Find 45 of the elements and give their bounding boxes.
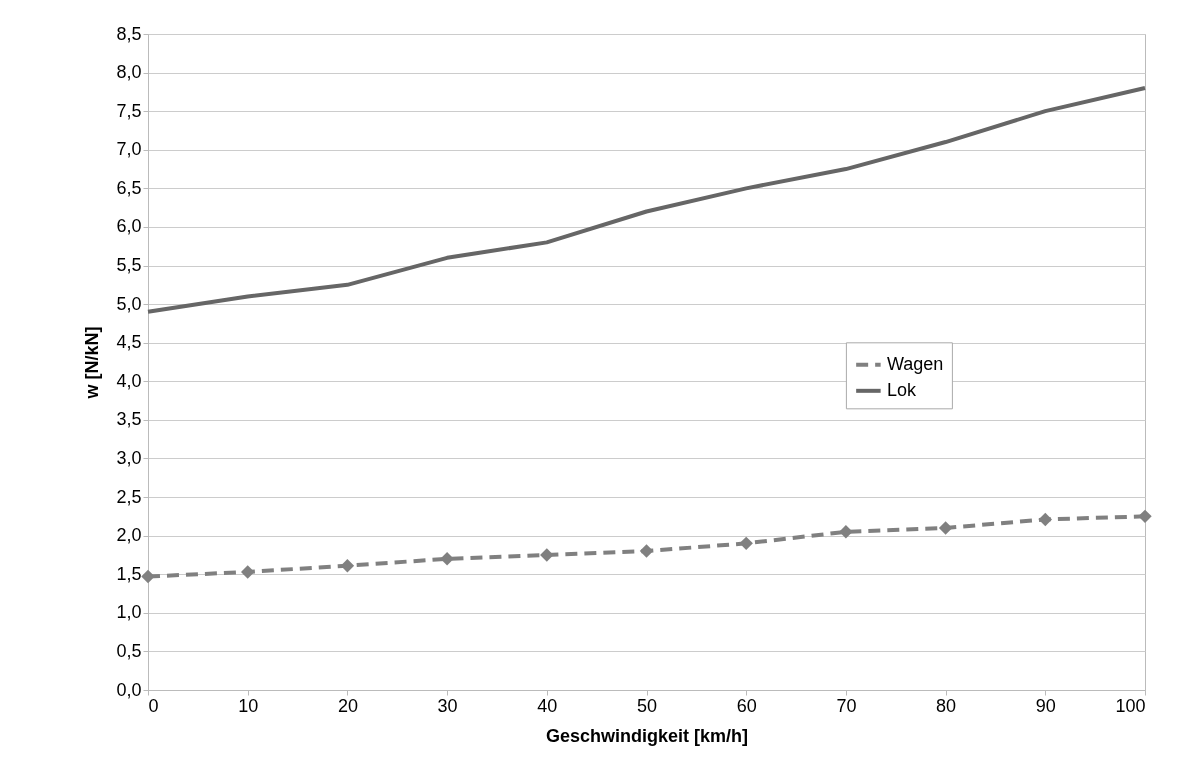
point [938,521,953,535]
y-tick-label: 2,5 [116,486,142,507]
legend-label: Lok [886,379,917,400]
y-tick-label: 4,0 [116,370,142,391]
point [440,552,454,566]
point [639,544,654,558]
point [1038,512,1053,527]
y-tick-label: 3,5 [116,409,142,430]
x-tick-label: 40 [537,695,558,716]
x-tick-label: 90 [1035,695,1056,716]
y-tick-label: 3,0 [116,447,142,468]
y-axis-title: w [N/kN] [82,326,103,400]
y-tick-label: 6,5 [116,177,142,198]
point [340,559,355,573]
x-tick-label: 20 [337,695,358,716]
point [839,525,853,539]
point [141,569,155,584]
x-tick-label: 10 [238,695,259,716]
point [240,565,255,579]
y-tick-label: 1,5 [116,563,142,584]
y-tick-label: 0,5 [116,640,142,661]
x-tick-label: 80 [936,695,957,716]
y-tick-label: 8,0 [116,62,142,83]
y-tick-label: 5,5 [116,255,142,276]
point [1138,509,1152,524]
x-tick-label: 70 [836,695,857,716]
y-tick-label: 4,5 [116,332,142,353]
x-tick-label: 50 [636,695,658,716]
y-tick-label: 7,5 [116,100,142,121]
y-tick-label: 7,0 [116,139,142,160]
x-tick-label: 0 [148,695,159,716]
point [739,536,753,551]
line-series [146,86,1147,314]
y-tick-label: 1,0 [116,602,142,623]
y-tick-label: 0,0 [116,679,142,700]
x-tick-label: 100 [1115,695,1146,716]
point [540,548,554,562]
y-tick-label: 5,0 [116,293,142,314]
y-tick-label: 6,0 [116,216,142,237]
x-tick-label: 60 [736,695,757,716]
y-tick-label: 2,0 [116,525,142,546]
legend-label: Wagen [886,353,944,374]
x-axis-title: Geschwindigkeit [km/h] [545,725,749,746]
y-tick-label: 8,5 [116,23,142,44]
x-tick-label: 30 [437,695,458,716]
